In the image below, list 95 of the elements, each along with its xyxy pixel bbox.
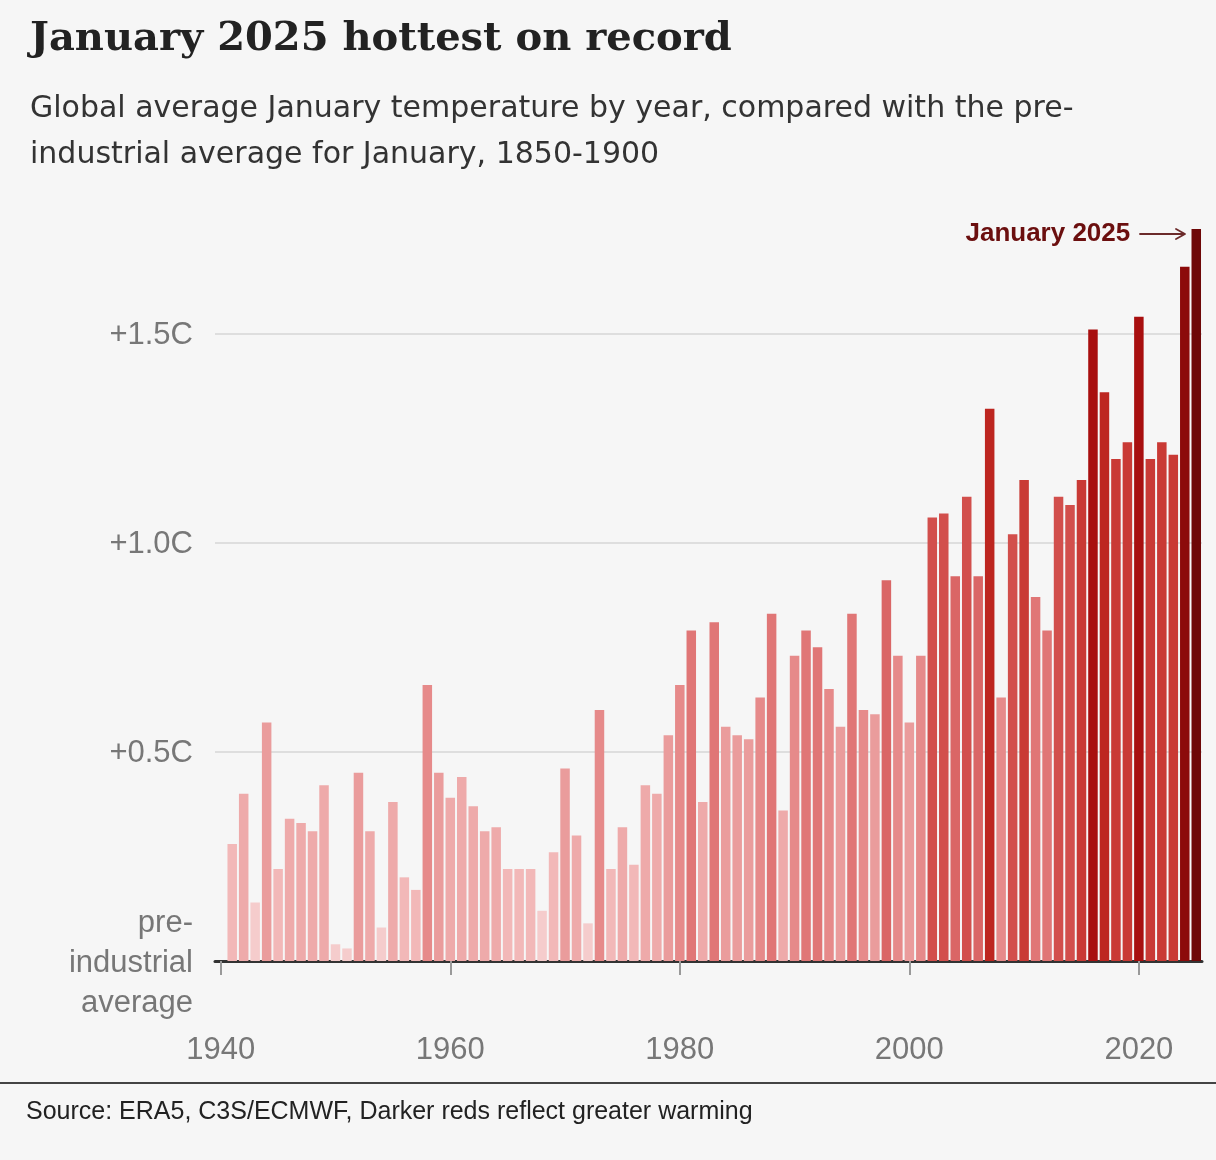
bar bbox=[411, 889, 421, 961]
bar bbox=[801, 630, 811, 961]
bar bbox=[870, 714, 880, 961]
bar bbox=[720, 726, 731, 961]
bar bbox=[916, 655, 926, 961]
bar bbox=[984, 408, 995, 961]
y-tick-label: +1.0C bbox=[109, 525, 193, 561]
bar bbox=[571, 835, 582, 961]
y-tick-label: pre- industrial average bbox=[68, 903, 193, 1019]
bar bbox=[1007, 534, 1018, 961]
x-tick-label: 2000 bbox=[874, 1031, 944, 1066]
bar bbox=[434, 772, 444, 961]
bar bbox=[583, 923, 593, 961]
bar bbox=[881, 580, 892, 961]
bar bbox=[1145, 459, 1156, 961]
bar bbox=[273, 868, 283, 961]
bar bbox=[950, 576, 960, 961]
bar bbox=[606, 868, 616, 961]
bar bbox=[514, 868, 524, 961]
bar bbox=[1111, 459, 1121, 961]
bar bbox=[1099, 392, 1110, 961]
bar bbox=[893, 655, 903, 961]
bar bbox=[1191, 229, 1202, 961]
bar bbox=[376, 927, 387, 961]
bar bbox=[939, 513, 949, 961]
bar bbox=[560, 768, 570, 961]
bar bbox=[1030, 597, 1041, 961]
bar bbox=[284, 818, 295, 961]
bar bbox=[491, 827, 501, 961]
bar bbox=[755, 697, 765, 961]
bar bbox=[812, 647, 823, 961]
bar bbox=[548, 852, 559, 961]
bar bbox=[824, 689, 834, 961]
bar bbox=[835, 726, 846, 961]
bar bbox=[445, 797, 456, 961]
bar bbox=[307, 831, 318, 961]
chart-subtitle: Global average January temperature by year, compared with the pre-industrial average for January, 1850-1900 bbox=[30, 88, 1075, 172]
bar bbox=[261, 722, 272, 961]
bar bbox=[858, 710, 869, 961]
bar bbox=[1122, 442, 1133, 961]
source-note: Source: ERA5, C3S/ECMWF, Darker reds reflect greater warming bbox=[26, 1096, 754, 1125]
bar bbox=[686, 630, 697, 961]
bar bbox=[365, 831, 375, 961]
bar bbox=[732, 735, 742, 961]
bar bbox=[927, 517, 938, 961]
bar bbox=[353, 772, 364, 961]
bar bbox=[996, 697, 1006, 961]
x-tick-label: 1940 bbox=[186, 1031, 256, 1066]
bar bbox=[789, 655, 800, 961]
bar bbox=[1042, 630, 1052, 961]
bar bbox=[847, 613, 857, 961]
bar bbox=[663, 735, 674, 961]
bar bbox=[617, 827, 628, 961]
x-tick-label: 2020 bbox=[1104, 1031, 1174, 1066]
y-tick-label: +1.5C bbox=[109, 316, 193, 352]
bar bbox=[652, 793, 662, 961]
bar bbox=[525, 868, 536, 961]
bar bbox=[1053, 496, 1064, 961]
bar bbox=[973, 576, 983, 961]
y-tick-label: +0.5C bbox=[109, 734, 193, 770]
x-tick-label: 1980 bbox=[645, 1031, 715, 1066]
bar bbox=[422, 684, 433, 961]
bar bbox=[502, 868, 513, 961]
bar bbox=[778, 810, 788, 961]
bar bbox=[238, 793, 249, 961]
bar bbox=[961, 496, 972, 961]
bar bbox=[1019, 479, 1029, 961]
annotation: January 2025 bbox=[965, 217, 1131, 248]
bar bbox=[227, 843, 237, 961]
bar bbox=[330, 944, 341, 961]
bar bbox=[1065, 505, 1075, 961]
bar bbox=[537, 910, 547, 961]
bar bbox=[1168, 454, 1179, 961]
x-tick-label: 1960 bbox=[415, 1031, 485, 1066]
bar bbox=[319, 785, 329, 961]
bar bbox=[698, 802, 708, 961]
bar bbox=[594, 710, 605, 961]
bar bbox=[675, 684, 685, 961]
bar bbox=[1076, 479, 1087, 961]
bar bbox=[296, 822, 306, 961]
bar bbox=[479, 831, 490, 961]
bar bbox=[629, 864, 639, 961]
bar bbox=[342, 948, 352, 961]
bar bbox=[388, 802, 398, 961]
bar bbox=[904, 722, 915, 961]
bar bbox=[1134, 316, 1144, 961]
bar bbox=[1088, 329, 1098, 961]
bar bbox=[399, 877, 410, 961]
bar bbox=[766, 613, 777, 961]
bar bbox=[709, 622, 719, 961]
bar bbox=[1180, 266, 1190, 961]
bar bbox=[250, 902, 260, 961]
bar bbox=[1157, 442, 1167, 961]
bar bbox=[640, 785, 651, 961]
bar bbox=[743, 739, 754, 961]
